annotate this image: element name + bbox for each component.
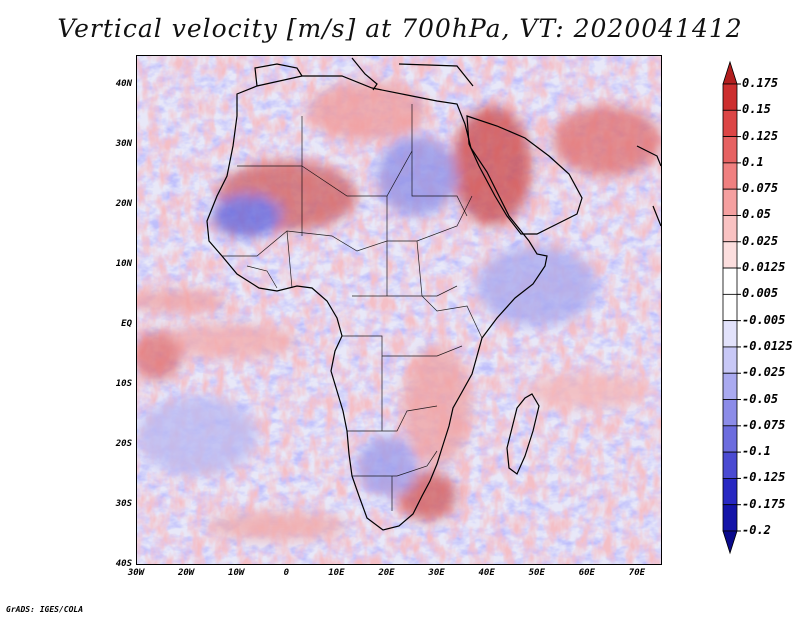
colorbar-label: -0.025 <box>742 365 786 380</box>
colorbar-segment <box>722 425 738 453</box>
lon-label: 10E <box>328 568 345 578</box>
africa-coastline <box>206 75 548 531</box>
colorbar-label: -0.05 <box>742 391 779 406</box>
velocity-map <box>136 55 662 565</box>
lon-label: 20W <box>177 568 195 578</box>
lon-label: 40E <box>478 568 495 578</box>
colorbar-label: -0.075 <box>742 417 786 432</box>
colorbar-label: -0.005 <box>742 312 786 327</box>
colorbar-label: -0.1 <box>742 444 771 459</box>
lat-label: 20S <box>115 439 132 449</box>
colorbar-segment <box>722 293 738 322</box>
colorbar-segment <box>722 399 738 427</box>
colorbar-segment <box>722 267 738 295</box>
lat-label: 10N <box>115 259 132 269</box>
colorbar-segment <box>722 215 738 243</box>
lon-label: 60E <box>578 568 595 578</box>
colorbar-label: 0.025 <box>742 233 779 248</box>
lat-label: 20N <box>115 199 132 209</box>
colorbar-label: 0.005 <box>742 286 779 301</box>
colorbar-label: 0.125 <box>742 128 779 143</box>
colorbar-label: -0.2 <box>742 523 771 537</box>
colorbar-segment <box>722 109 738 137</box>
colorbar-segment <box>722 372 738 400</box>
lat-label: 40N <box>115 79 132 89</box>
arabia-coastline <box>466 115 583 235</box>
lon-label: 30W <box>127 568 145 578</box>
madagascar-coastline <box>506 393 540 475</box>
lat-label: EQ <box>121 319 132 329</box>
colorbar-segment <box>722 241 738 269</box>
colorbar-label: -0.175 <box>742 496 786 511</box>
colorbar-segment <box>722 530 738 555</box>
colorbar-label: -0.0125 <box>742 338 793 353</box>
colorbar-label: 0.0125 <box>742 260 786 275</box>
lat-label: 30S <box>115 499 132 509</box>
colorbar-segment <box>722 162 738 190</box>
lat-label: 40S <box>115 559 132 569</box>
lon-label: 10W <box>228 568 245 578</box>
field-patches <box>137 81 661 541</box>
colorbar-segment <box>722 83 738 111</box>
lon-label: 70E <box>628 568 646 578</box>
colorbar-segment <box>722 136 738 164</box>
colorbar-segment <box>722 188 738 216</box>
colorbar-label: 0.175 <box>742 76 779 90</box>
credit-text: GrADS: IGES/COLA <box>6 605 84 614</box>
lon-label: 0 <box>283 568 289 578</box>
lon-label: 20E <box>378 568 395 578</box>
velocity-field <box>137 56 661 564</box>
turkey-coastline <box>398 63 474 87</box>
lat-label: 30N <box>115 139 132 149</box>
colorbar-segment <box>722 504 738 532</box>
coastlines <box>206 57 661 531</box>
map-title: Vertical velocity [m/s] at 700hPa, VT: 2… <box>57 14 743 43</box>
colorbar-label: 0.1 <box>742 154 764 169</box>
lon-label: 50E <box>528 568 545 578</box>
italy-coastline <box>351 57 378 91</box>
country-borders <box>222 104 483 511</box>
colorbar-label: 0.15 <box>742 102 771 117</box>
lat-label: 10S <box>115 379 132 389</box>
colorbar-label: -0.125 <box>742 470 786 485</box>
colorbar-segment <box>722 451 738 479</box>
iberia-coastline <box>254 63 303 87</box>
india-coastline <box>636 145 661 227</box>
colorbar-segment <box>722 60 738 85</box>
colorbar-segment <box>722 346 738 374</box>
lon-label: 30E <box>428 568 445 578</box>
colorbar-segment <box>722 478 738 506</box>
colorbar-label: 0.075 <box>742 181 779 196</box>
colorbar-segment <box>722 320 738 348</box>
colorbar-label: 0.05 <box>742 207 771 222</box>
